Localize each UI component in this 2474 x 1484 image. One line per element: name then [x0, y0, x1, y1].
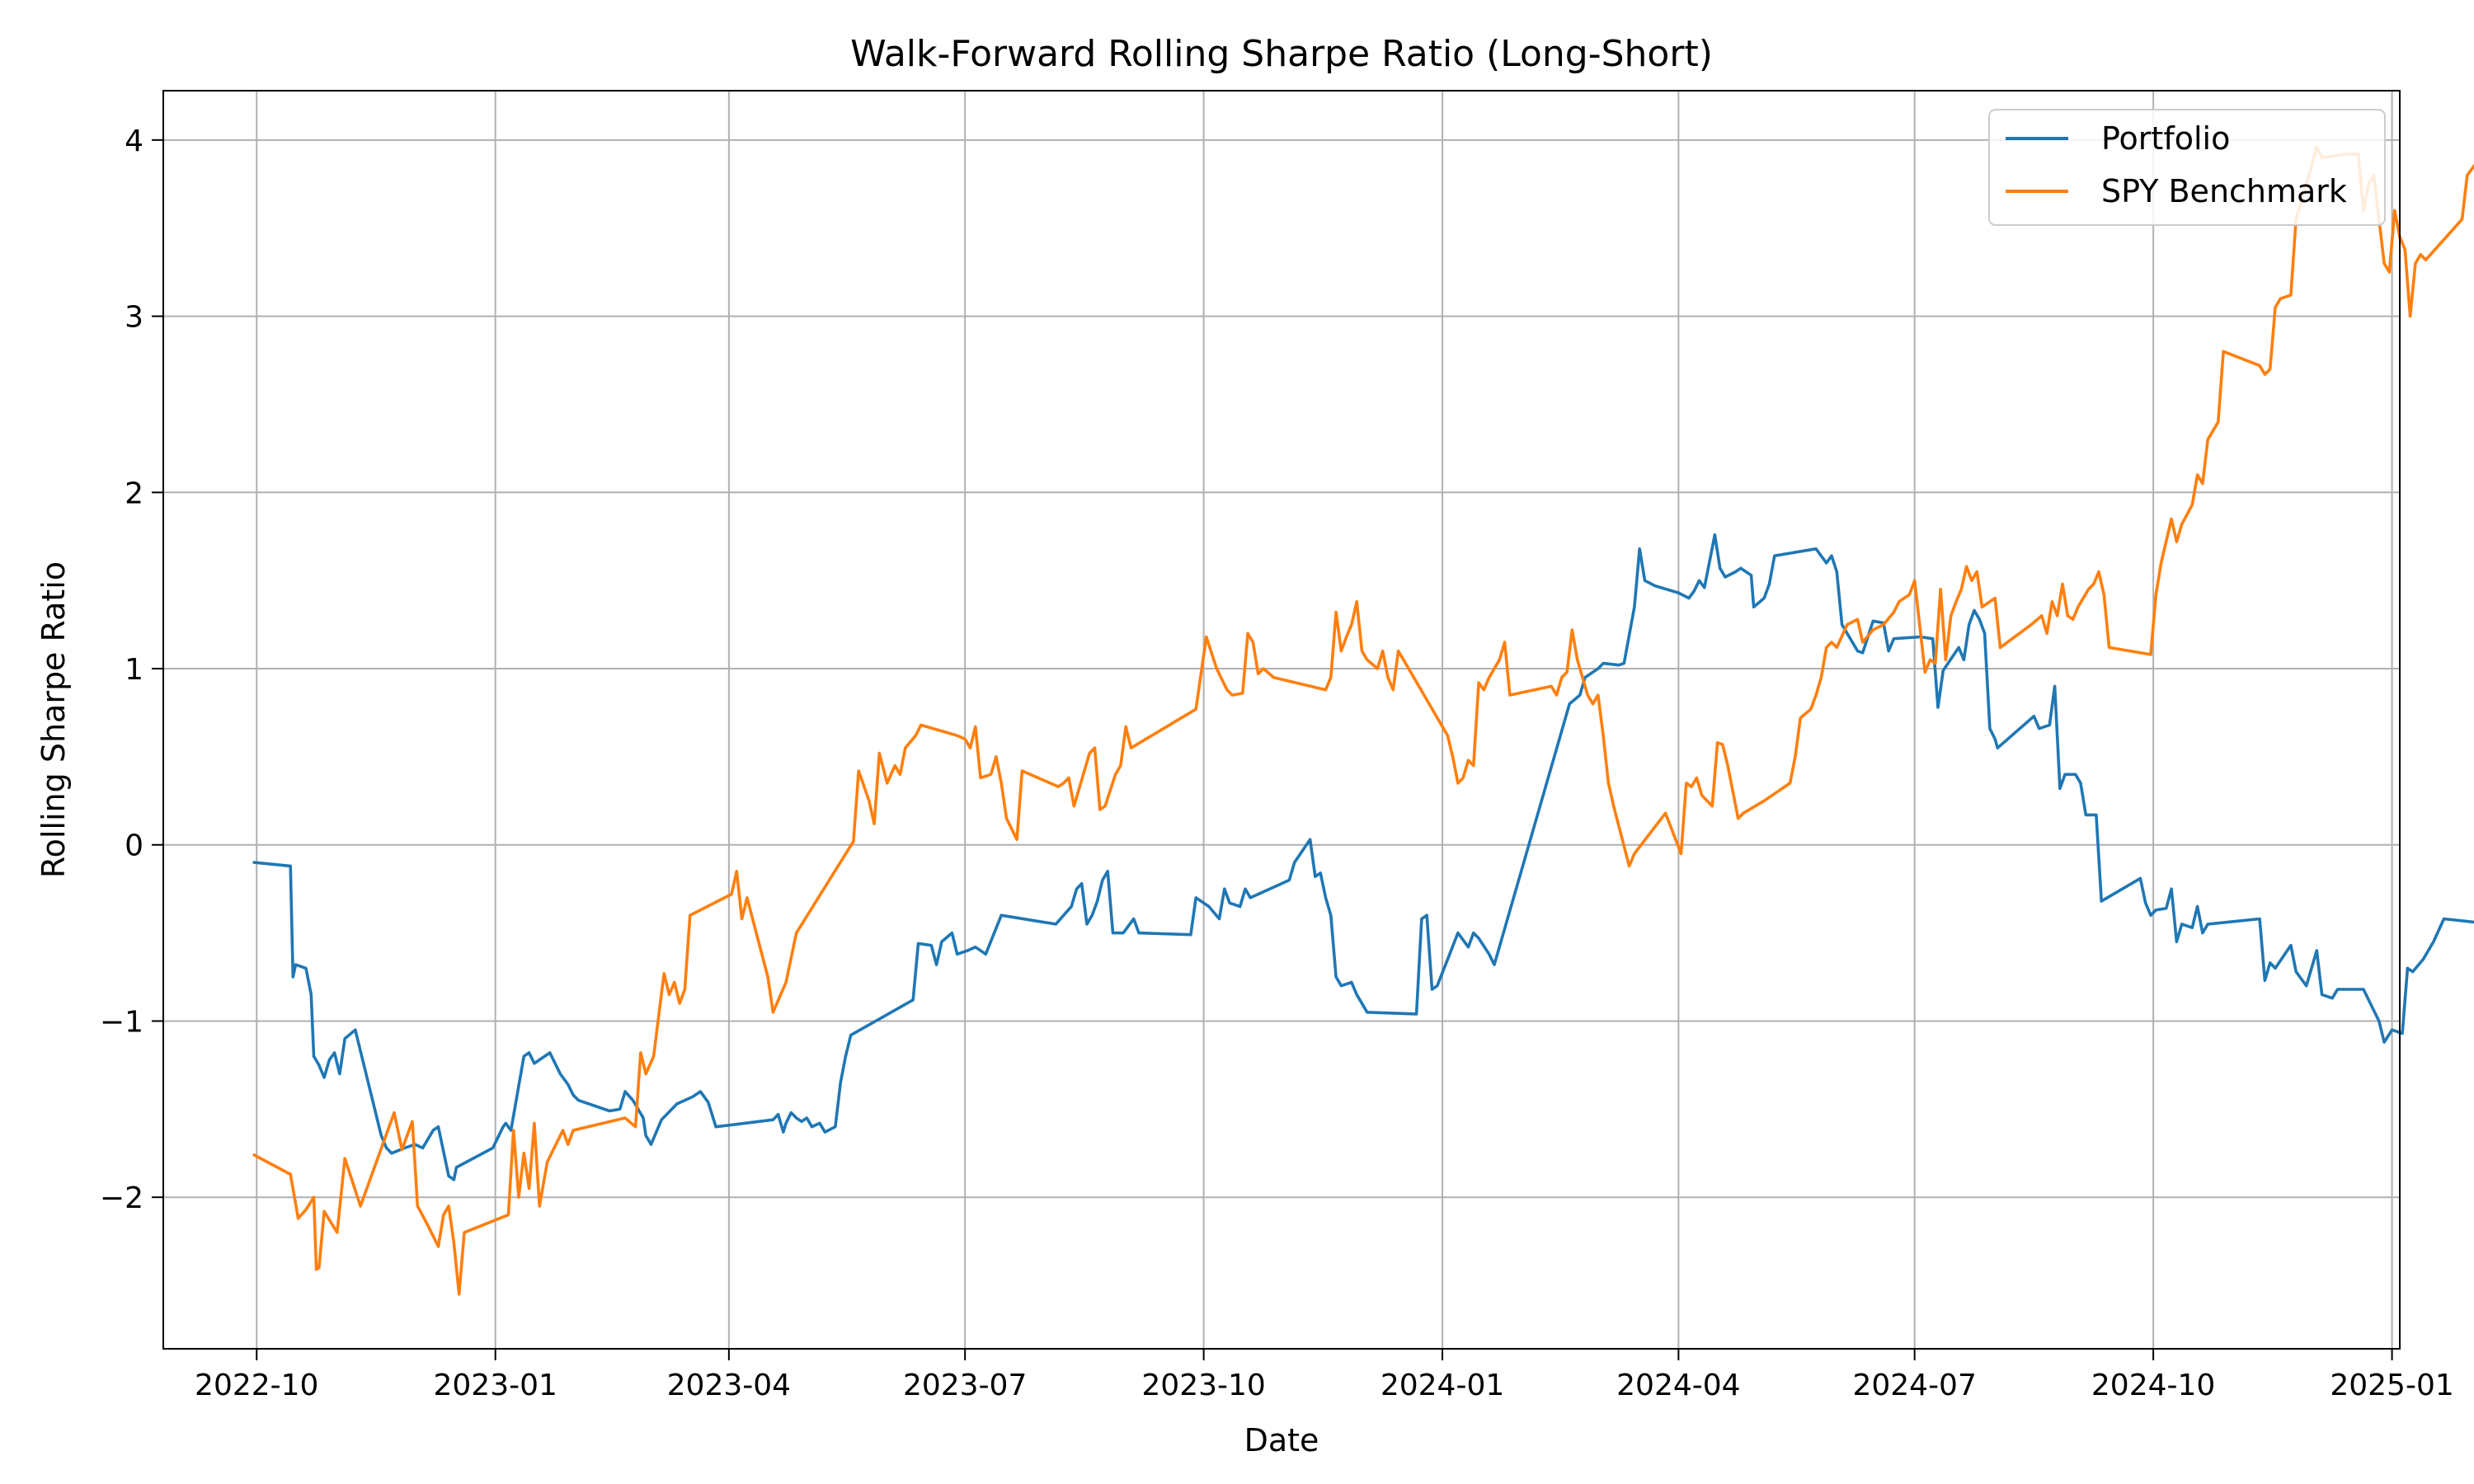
grid: [163, 91, 2400, 1349]
x-tick-label: 2022-10: [195, 1369, 318, 1402]
y-tick-label: 0: [125, 829, 143, 863]
series-line-portfolio: [252, 533, 2474, 1181]
x-tick-label: 2024-04: [1616, 1369, 1740, 1402]
y-tick-label: −2: [100, 1181, 143, 1215]
chart-title: Walk-Forward Rolling Sharpe Ratio (Long-…: [850, 33, 1713, 75]
y-tick-label: −1: [100, 1005, 143, 1039]
legend-box: [1988, 109, 2386, 226]
y-tick-label: 3: [125, 301, 143, 335]
x-tick-label: 2023-01: [433, 1369, 557, 1402]
series-layer: [252, 145, 2474, 1296]
x-tick-label: 2023-10: [1141, 1369, 1265, 1402]
y-axis-label: Rolling Sharpe Ratio: [35, 561, 72, 878]
x-tick-label: 2023-07: [903, 1369, 1027, 1402]
x-tick-label: 2023-04: [667, 1369, 791, 1402]
x-axis: 2022-10 2023-01 2023-04 2023-07 2023-10 2024-…: [195, 1349, 2454, 1402]
legend-label-spy-benchmark: SPY Benchmark: [2101, 173, 2347, 209]
x-tick-label: 2024-07: [1852, 1369, 1976, 1402]
y-tick-label: 1: [125, 653, 143, 687]
plot-frame: [162, 90, 2401, 1350]
legend: Portfolio SPY Benchmark: [1988, 109, 2386, 226]
y-tick-label: 2: [125, 477, 143, 510]
y-tick-label: 4: [125, 124, 143, 158]
series-line-spy-benchmark: [252, 145, 2474, 1296]
x-tick-label: 2024-01: [1380, 1369, 1504, 1402]
legend-label-portfolio: Portfolio: [2101, 120, 2230, 157]
x-axis-label: Date: [1244, 1422, 1319, 1458]
x-tick-label: 2025-01: [2330, 1369, 2453, 1402]
x-tick-label: 2024-10: [2091, 1369, 2215, 1402]
y-axis: −2 −1 0 1 2 3 4: [100, 124, 163, 1215]
